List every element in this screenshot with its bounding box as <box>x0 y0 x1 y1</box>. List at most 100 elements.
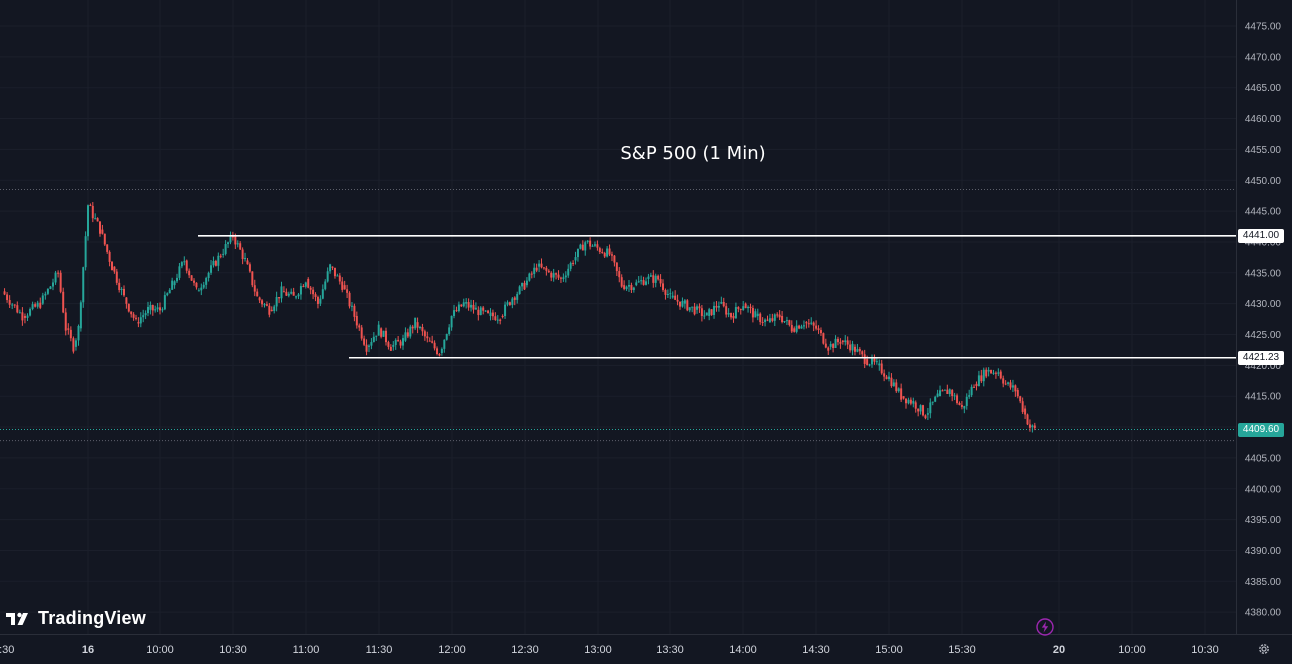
candle-body <box>858 349 861 352</box>
candle-body <box>18 312 21 314</box>
candle-body <box>72 338 75 352</box>
candle-body <box>423 331 426 337</box>
candle-body <box>402 338 404 346</box>
time-tick-label: 13:00 <box>584 644 612 656</box>
candle-body <box>985 369 988 377</box>
horizontal-levels[interactable] <box>198 234 1236 359</box>
candle-body <box>994 372 997 374</box>
candle-body <box>878 363 881 366</box>
candle-body <box>151 304 154 311</box>
time-tick-label: 16 <box>82 644 94 656</box>
candle-body <box>897 388 900 392</box>
price-axis[interactable]: 4475.00 4470.00 4465.00 4460.00 4455.00 4450.… <box>1236 0 1282 634</box>
candle-body <box>761 321 764 323</box>
candle-body <box>827 347 830 351</box>
candle-body <box>265 304 268 306</box>
candle-body <box>895 382 898 392</box>
candle-body <box>679 301 682 307</box>
candle-body <box>530 273 533 275</box>
candle-body <box>188 270 191 276</box>
candle-body <box>771 318 774 321</box>
candle-body <box>474 307 477 310</box>
flash-icon[interactable] <box>1036 618 1054 636</box>
candle-body <box>863 354 866 364</box>
candle-body <box>926 413 929 415</box>
candle-body <box>504 304 507 317</box>
candle-body <box>956 395 959 404</box>
candle-body <box>999 371 1002 379</box>
candle-body <box>912 401 915 404</box>
candle-body <box>606 248 609 257</box>
candle-body <box>613 255 616 263</box>
candle-body <box>358 325 361 328</box>
candle-body <box>832 343 835 349</box>
candle-body <box>992 372 995 374</box>
candle-body <box>645 281 647 285</box>
chart-title: S&P 500 (1 Min) <box>620 143 765 164</box>
candle-body <box>324 281 327 290</box>
candle-body <box>314 294 317 298</box>
candle-body <box>99 221 101 234</box>
candle-body <box>841 340 844 343</box>
candle-body <box>1004 383 1007 385</box>
candle-body <box>773 314 776 321</box>
candle-body <box>793 328 796 332</box>
candle-body <box>312 289 315 295</box>
time-tick-label: 15:00 <box>875 644 903 656</box>
candle-body <box>31 304 34 310</box>
candle-body <box>885 376 888 380</box>
candle-body <box>94 218 97 220</box>
candle-body <box>1016 390 1019 397</box>
candle-body <box>387 342 390 347</box>
candle-body <box>815 325 818 329</box>
price-tick-label: 4420.00 <box>1245 361 1282 372</box>
candle-body <box>111 261 113 271</box>
candle-body <box>521 282 524 287</box>
candle-body <box>1031 425 1034 428</box>
candle-body <box>82 267 85 303</box>
candle-body <box>819 330 822 334</box>
candle-body <box>975 383 978 387</box>
candle-body <box>36 302 39 307</box>
price-tick-label: 4380.00 <box>1245 608 1282 619</box>
tradingview-logo[interactable]: TradingView <box>6 608 146 629</box>
time-tick-label: 15:30 <box>948 644 976 656</box>
candle-body <box>34 304 37 307</box>
candle-body <box>982 369 985 382</box>
candle-body <box>193 280 196 283</box>
candle-body <box>431 341 434 343</box>
candle-body <box>632 287 635 290</box>
candle-body <box>304 282 307 287</box>
candle-body <box>705 312 708 316</box>
candle-body <box>382 330 385 337</box>
candle-body <box>584 242 587 251</box>
candle-body <box>489 312 492 316</box>
candle-body <box>788 320 791 325</box>
candle-body <box>346 289 349 293</box>
candle-body <box>450 315 453 328</box>
candle-body <box>960 404 963 407</box>
candle-body <box>742 306 745 311</box>
candle-body <box>285 291 288 296</box>
candle-body <box>946 389 949 394</box>
candle-body <box>113 266 116 272</box>
candle-body <box>513 297 516 300</box>
candle-body <box>6 294 9 301</box>
gear-icon[interactable] <box>1257 642 1271 656</box>
candle-body <box>21 312 24 321</box>
candle-body <box>171 280 174 290</box>
candle-body <box>542 267 545 269</box>
candle-body <box>207 272 210 279</box>
time-tick-label: 12:30 <box>511 644 539 656</box>
candle-body <box>183 261 186 263</box>
candle-body <box>902 396 905 399</box>
candle-body <box>120 288 123 290</box>
candle-body <box>856 349 859 352</box>
candle-body <box>161 309 164 311</box>
time-axis[interactable]: 6:30 16 10:00 10:30 11:00 11:30 12:00 12:30 13:0… <box>0 634 1292 657</box>
candle-body <box>479 307 482 316</box>
candle-body <box>625 286 628 290</box>
candle-body <box>200 287 203 291</box>
candle-body <box>44 293 47 296</box>
